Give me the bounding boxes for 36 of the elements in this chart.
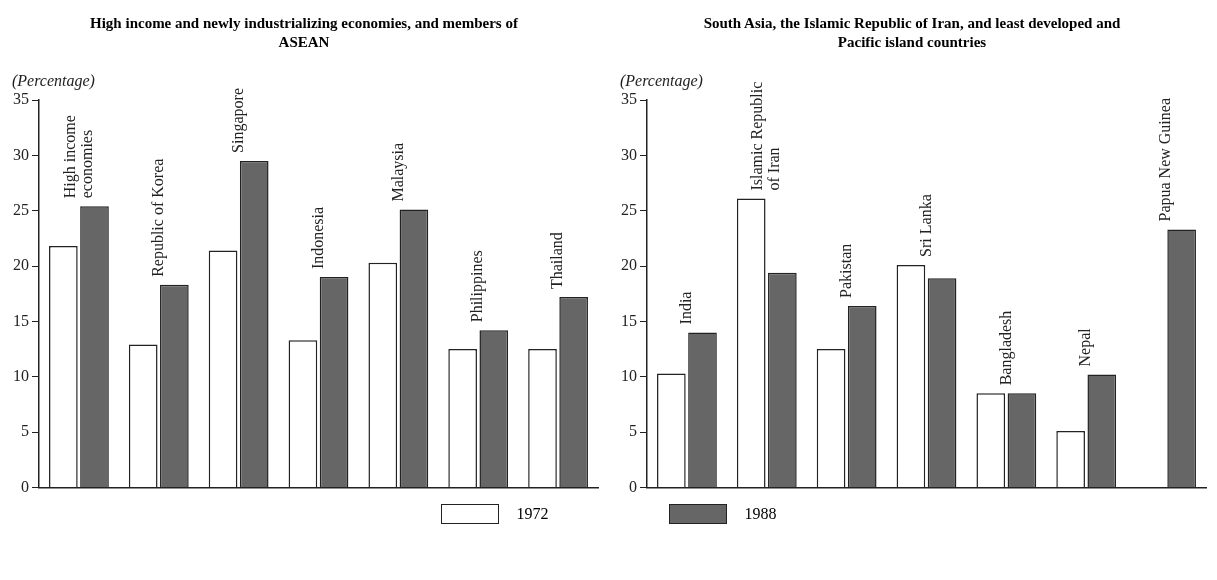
x-tick-label: Philippines — [468, 250, 487, 323]
x-tick-label: India — [677, 291, 695, 325]
x-tick-label: Indonesia — [308, 206, 326, 270]
x-tick-label: Sri Lanka — [916, 194, 934, 257]
y-tick-label: 0 — [21, 477, 29, 495]
x-tick-label: Singapore — [228, 88, 247, 153]
y-tick-label: 25 — [13, 200, 29, 218]
chart-title: South Asia, the Islamic Republic of Iran, and least developed and Pacific island countries — [702, 14, 1122, 52]
x-tick-label: Pakistan — [836, 243, 854, 298]
y-tick-label: 25 — [621, 200, 637, 218]
y-tick-label: 10 — [13, 366, 29, 384]
x-tick-label: Islamic Republic of Iran — [748, 81, 783, 191]
x-tick-label: Republic of Korea — [148, 158, 167, 277]
y-tick-label: 20 — [13, 256, 29, 274]
y-tick-label: 5 — [629, 422, 637, 440]
series-label: 1972 — [516, 505, 549, 523]
x-tick-label: Bangladesh — [996, 310, 1015, 386]
chart-title: High income and newly industrializing economies, and members of ASEAN — [89, 14, 519, 52]
y-axis-title: (Percentage) — [12, 72, 95, 91]
y-tick-label: 35 — [13, 90, 29, 108]
y-tick-label: 5 — [21, 422, 29, 440]
y-tick-label: 30 — [621, 145, 637, 163]
x-tick-label: Malaysia — [388, 142, 407, 202]
y-tick-label: 0 — [629, 477, 637, 495]
x-tick-label: Thailand — [548, 232, 566, 290]
x-tick-label: Papua New Guinea — [1156, 97, 1175, 222]
y-axis-title: (Percentage) — [620, 72, 703, 91]
y-tick-label: 15 — [621, 311, 637, 329]
legend-label: 1988 — [744, 505, 777, 523]
y-tick-label: 30 — [13, 145, 29, 163]
y-tick-label: 35 — [621, 90, 637, 108]
y-tick-label: 20 — [621, 256, 637, 274]
y-tick-label: 10 — [621, 366, 637, 384]
x-tick-label: High income economies — [60, 115, 95, 199]
x-tick-label: Nepal — [1076, 327, 1095, 367]
y-tick-label: 15 — [13, 311, 29, 329]
